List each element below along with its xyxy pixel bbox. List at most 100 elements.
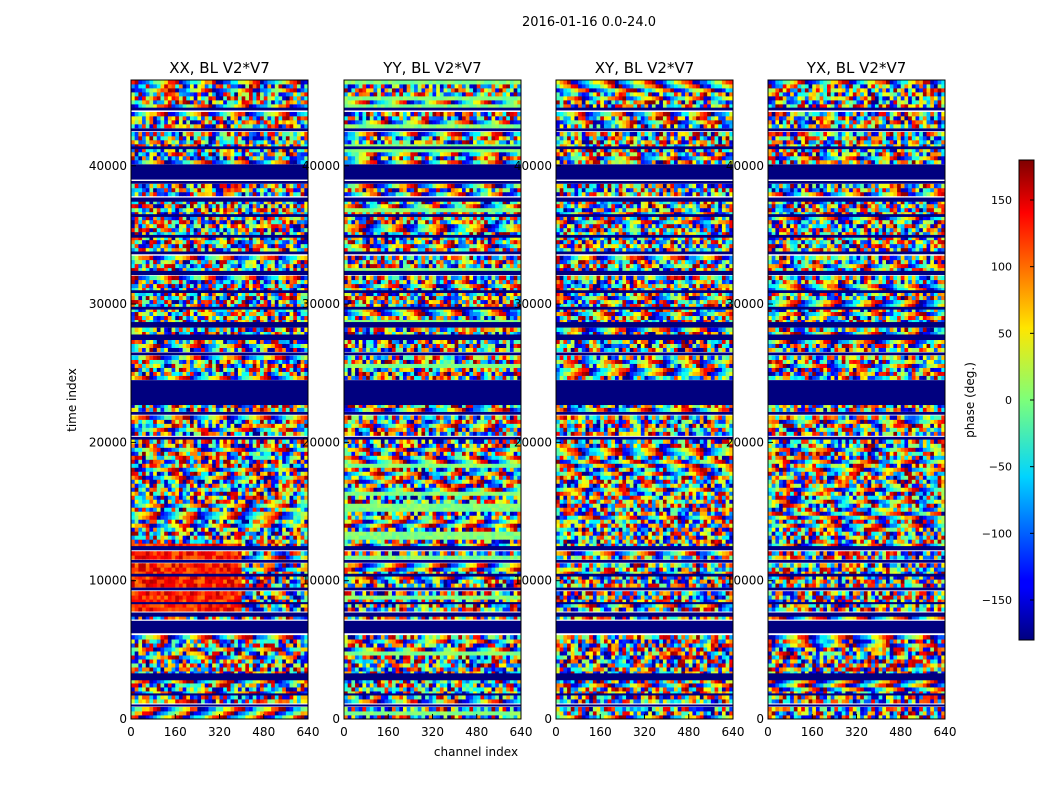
x-tick-label: 0: [764, 725, 772, 739]
flagged-band: [556, 306, 733, 310]
flagged-band: [131, 197, 308, 202]
flagged-band: [768, 180, 945, 184]
flagged-band: [131, 411, 308, 415]
flagged-band: [768, 197, 945, 202]
flagged-band: [344, 214, 521, 217]
x-tick-label: 0: [552, 725, 560, 739]
y-tick-label: 10000: [302, 574, 340, 588]
colorbar-ticks: −150 −100 −50 0 50 100 150: [982, 194, 1034, 607]
flagged-band: [344, 573, 521, 577]
flagged-band: [131, 334, 308, 341]
flagged-band: [768, 234, 945, 238]
flagged-band: [768, 602, 945, 605]
flagged-band: [344, 704, 521, 707]
flagged-band: [556, 214, 733, 217]
flagged-band: [344, 411, 521, 415]
figure-suptitle: 2016-01-16 0.0-24.0: [522, 15, 656, 30]
flagged-band: [556, 559, 733, 563]
flagged-band: [131, 146, 308, 150]
y-tick-label: 30000: [89, 297, 127, 311]
flagged-band: [556, 146, 733, 150]
x-tick-label: 640: [722, 725, 745, 739]
flagged-band: [131, 612, 308, 617]
flagged-band: [556, 352, 733, 356]
flagged-band: [344, 546, 521, 551]
flagged-band: [768, 693, 945, 696]
flagged-band: [131, 251, 308, 255]
panel-title: XX, BL V2*V7: [169, 59, 270, 77]
panel-2: YY, BL V2*V7 0 160 320 480 640 0 10000 20000 3000…: [302, 59, 533, 739]
flagged-band: [556, 322, 733, 328]
panel-title: XY, BL V2*V7: [595, 59, 695, 77]
x-tick-label: 320: [421, 725, 444, 739]
flagged-band: [344, 602, 521, 605]
panel-title: YY, BL V2*V7: [382, 59, 481, 77]
flagged-band: [344, 197, 521, 202]
flagged-band: [131, 559, 308, 563]
flagged-band: [131, 290, 308, 293]
flagged-band: [556, 164, 733, 180]
flagged-band: [556, 673, 733, 681]
flagged-band: [344, 306, 521, 310]
flagged-band: [556, 612, 733, 617]
x-tick-label: 0: [340, 725, 348, 739]
colorbar-tick-label: 50: [998, 327, 1012, 340]
flagged-band: [131, 128, 308, 132]
flagged-band: [131, 234, 308, 238]
flagged-band: [344, 620, 521, 634]
flagged-band: [556, 334, 733, 341]
x-tick-label: 480: [465, 725, 488, 739]
flagged-band: [344, 334, 521, 341]
flagged-band: [768, 411, 945, 415]
y-tick-label: 40000: [726, 159, 764, 173]
flagged-band: [768, 214, 945, 217]
y-tick-label: 0: [332, 712, 340, 726]
flagged-band: [556, 411, 733, 415]
y-tick-label: 10000: [89, 574, 127, 588]
flagged-band: [556, 704, 733, 707]
y-tick-label: 40000: [89, 159, 127, 173]
flagged-band: [768, 436, 945, 440]
flagged-band: [556, 270, 733, 276]
flagged-band: [768, 146, 945, 150]
y-tick-label: 30000: [726, 297, 764, 311]
flagged-band: [556, 693, 733, 696]
flagged-band: [556, 197, 733, 202]
x-tick-label: 160: [164, 725, 187, 739]
flagged-band: [768, 251, 945, 255]
x-tick-label: 320: [633, 725, 656, 739]
flagged-band: [556, 546, 733, 551]
y-tick-label: 20000: [302, 435, 340, 449]
flagged-band: [131, 573, 308, 577]
flagged-band: [344, 290, 521, 293]
y-tick-label: 40000: [302, 159, 340, 173]
flagged-band: [344, 436, 521, 440]
y-axis-label: time index: [65, 368, 79, 432]
panel-3: XY, BL V2*V7 0 160 320 480 640 0 10000 20000 3000…: [514, 59, 745, 739]
flagged-band: [344, 107, 521, 111]
panel-title: YX, BL V2*V7: [806, 59, 907, 77]
flagged-band: [556, 290, 733, 293]
flagged-band: [556, 573, 733, 577]
flagged-band: [131, 620, 308, 634]
flagged-band: [131, 587, 308, 591]
flagged-band: [768, 128, 945, 132]
flagged-band: [131, 546, 308, 551]
flagged-band: [344, 352, 521, 356]
flagged-band: [131, 322, 308, 328]
flagged-band: [131, 180, 308, 184]
flagged-band: [344, 146, 521, 150]
flagged-band: [768, 352, 945, 356]
flagged-band: [131, 352, 308, 356]
flagged-band: [556, 180, 733, 184]
flagged-band: [556, 587, 733, 591]
flagged-band: [768, 559, 945, 563]
x-axis-label: channel index: [434, 745, 518, 759]
phase-heatmap: [556, 80, 733, 719]
flagged-band: [344, 234, 521, 238]
x-tick-label: 320: [208, 725, 231, 739]
flagged-band: [131, 380, 308, 406]
colorbar: −150 −100 −50 0 50 100 150 phase (deg.): [963, 159, 1035, 641]
y-tick-label: 0: [119, 712, 127, 726]
flagged-band: [344, 612, 521, 617]
